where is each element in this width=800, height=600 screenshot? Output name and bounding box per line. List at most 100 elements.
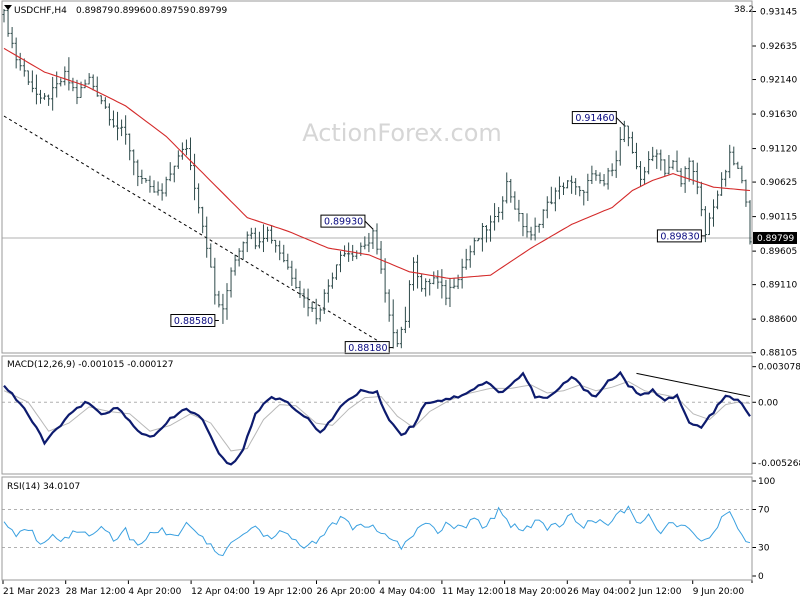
price-bar [180,142,184,160]
price-bar [322,289,326,314]
macd-tick-label: 0.00 [758,398,778,408]
price-level-box [656,229,702,243]
price-bar [237,248,241,267]
price-bar [318,307,322,322]
price-bar [249,227,253,240]
price-level-label: 0.89930 [320,214,374,230]
price-bar [565,180,570,189]
time-tick-label: 21 Mar 2023 [3,587,60,597]
time-tick-label: 28 Mar 12:00 [66,587,126,597]
price-bar [488,215,493,242]
price-bar [509,178,513,203]
price-tick-label: 0.90625 [760,178,797,188]
price-bar [282,244,286,263]
price-bar [541,209,545,229]
price-bar [655,149,659,169]
price-bar [75,79,79,105]
price-bar [63,66,67,86]
price-bar [561,182,566,195]
price-bar [407,280,412,328]
price-bar [480,223,485,252]
price-bar [209,243,213,268]
price-bar [188,137,193,171]
price-bar [367,232,371,253]
price-bar [675,150,679,172]
price-bar [107,103,112,126]
price-bar [436,270,440,289]
price-bar [136,159,140,187]
time-tick-label: 26 Apr 20:00 [317,587,376,597]
price-bar [128,133,132,161]
price-bar [517,199,521,222]
price-bar [172,165,176,183]
collapse-arrow-icon[interactable] [4,5,12,10]
price-bar [419,274,424,292]
macd-panel: 0.003078 0.00 -0.005268 [2,363,800,469]
price-bar [671,160,675,170]
time-tick-label: 26 May 04:00 [567,587,629,597]
price-bar [415,254,420,289]
price-bar [403,306,407,334]
price-bar [229,267,233,298]
price-bar [626,125,630,147]
moving-average-line [3,47,751,280]
price-bar [476,238,480,242]
price-level-leader [364,220,374,230]
price-bar [241,241,245,260]
price-bar [18,52,22,71]
price-bar [533,217,537,241]
price-bar [124,115,128,145]
time-tick-label: 4 May 04:00 [379,587,435,597]
price-bar [144,178,148,183]
time-tick-label: 19 Apr 12:00 [254,587,313,597]
price-level-box [320,214,366,228]
price-bar [2,9,6,23]
price-bar [355,250,359,260]
macd-tick-label: -0.005268 [758,459,800,469]
time-tick-label: 18 May 20:00 [505,587,567,597]
price-bar [95,76,99,97]
price-bar [330,272,335,289]
price-bar [614,150,618,178]
price-bar [383,258,387,303]
symbol-label: USDCHF,H4 [14,6,67,16]
price-bar [14,37,18,69]
price-bar [387,289,391,322]
price-bar [574,178,578,195]
price-bar [598,172,602,184]
price-bar [497,207,501,223]
rsi-line [3,505,751,557]
current-price-label: 0.89799 [757,234,794,244]
price-bar [310,301,314,312]
price-tick-label: 0.90115 [760,213,797,223]
price-bar [711,199,716,227]
price-bar [347,242,351,262]
price-bar [225,283,229,320]
price-tick-label: 0.92635 [760,42,797,52]
macd-tick-label: 0.003078 [758,363,800,373]
price-level-text: 0.88180 [348,343,387,354]
price-bar [286,253,290,270]
price-bar [42,93,47,100]
price-bar [391,299,395,349]
price-bar [156,181,160,196]
price-bar [278,240,282,261]
rsi-tick-label: 100 [758,477,775,487]
price-bar [744,179,748,207]
price-bar [586,173,590,202]
header: USDCHF,H4 0.89879 0.89960 0.89759 0.8979… [14,5,754,16]
price-bar [233,254,237,276]
price-bar [46,94,51,106]
price-tick-label: 0.88105 [760,349,797,359]
price-bar [261,224,266,253]
price-bar [30,70,34,93]
price-bar [71,77,75,92]
price-bar [298,280,302,298]
rsi-tick-label: 0 [758,572,764,582]
downtrend-line [3,115,390,349]
price-bar [253,227,257,250]
macd-trendline [636,372,751,397]
price-bar [274,239,278,253]
price-bar [724,169,728,187]
price-bar [703,206,708,243]
